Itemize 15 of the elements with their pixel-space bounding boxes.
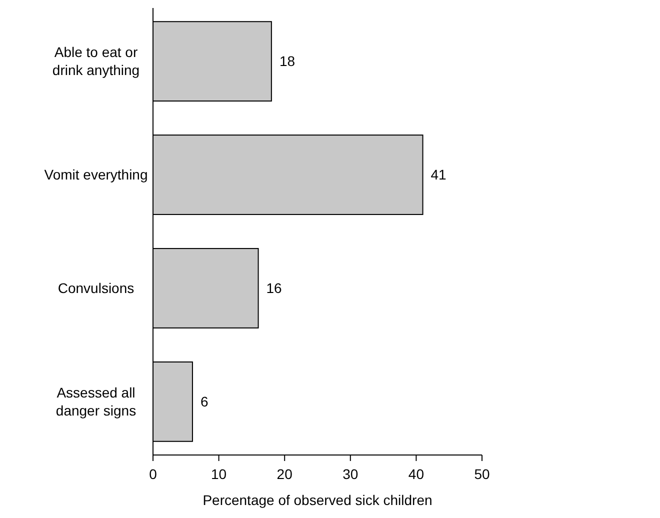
data-label: 6 [200,394,208,410]
x-tick-label: 10 [211,466,227,482]
data-label: 18 [279,53,296,70]
x-tick-label: 30 [342,466,358,482]
data-label: 41 [430,166,447,183]
y-tick-label: Able to eat or drink anything [52,44,140,78]
x-tick-label: 40 [408,466,424,482]
y-tick-label: Convulsions [58,280,134,296]
data-label: 16 [266,280,282,296]
x-tick-label: 20 [276,466,293,482]
y-tick-label: Vomit everything [44,166,148,183]
y-tick-label: Assessed all danger signs [56,384,136,419]
x-tick-label: 0 [149,466,158,482]
x-axis-title: Percentage of observed sick children [202,492,432,508]
x-tick-label: 50 [474,466,490,482]
